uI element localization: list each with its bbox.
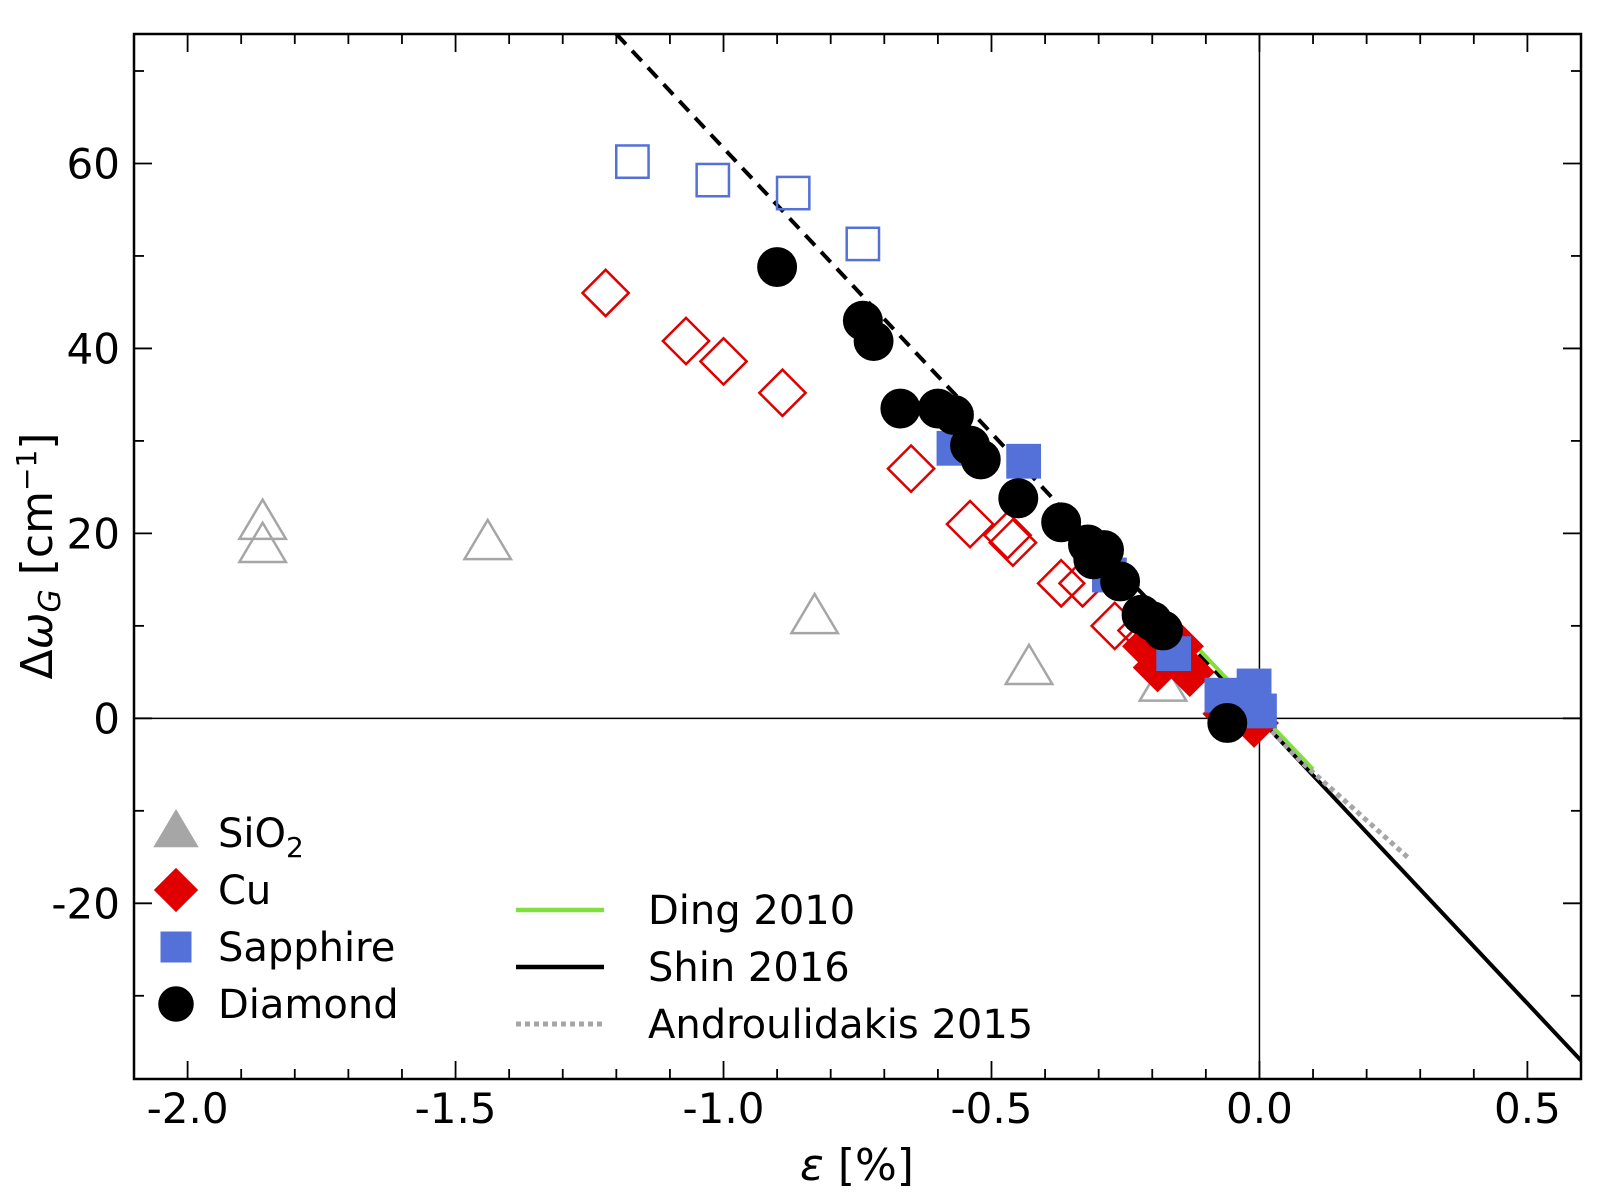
cu-point xyxy=(661,316,711,366)
sio2-point xyxy=(789,591,841,635)
y-tick-label: 60 xyxy=(67,139,120,188)
sapphire-point xyxy=(695,162,731,198)
sapphire-point xyxy=(1006,443,1042,479)
y-tick-label: 0 xyxy=(93,694,120,743)
legend-marker-cu xyxy=(153,867,199,913)
x-tick-label: -1.5 xyxy=(415,1084,497,1133)
sio2-point xyxy=(237,520,289,564)
y-tick-label: -20 xyxy=(51,879,120,928)
y-tick-label: 40 xyxy=(67,324,120,373)
x-tick-label: 0.5 xyxy=(1494,1084,1561,1133)
x-axis-title: ε [%] xyxy=(800,1140,914,1191)
diamond-point xyxy=(1100,561,1141,602)
plot-points xyxy=(237,144,1279,748)
legend-label: Sapphire xyxy=(218,925,395,971)
cu-point xyxy=(945,499,995,550)
cu-point xyxy=(580,268,631,318)
cu-point xyxy=(1036,558,1087,609)
diamond-point xyxy=(960,439,1001,480)
cu-point xyxy=(698,336,749,387)
x-tick-label: -0.5 xyxy=(951,1084,1033,1133)
legend-marker-sapphire xyxy=(160,931,192,963)
x-tick-label: -2.0 xyxy=(147,1084,229,1133)
cu-point xyxy=(886,443,936,494)
tick-labels: -2.0 -1.5 -1.0 -0.5 0.0 0.5 -20 0 20 40 60 xyxy=(51,139,1560,1133)
sio2-point xyxy=(1003,642,1055,686)
diamond-point xyxy=(1143,610,1183,651)
diamond-point xyxy=(880,388,921,429)
x-tick-label: 0.0 xyxy=(1226,1084,1293,1133)
axis-ticks xyxy=(133,34,1582,1079)
reference-lines xyxy=(134,34,1581,1079)
diamond-point xyxy=(757,247,798,287)
y-tick-label: 20 xyxy=(67,509,120,558)
diamond-point xyxy=(853,321,894,361)
sapphire-point xyxy=(615,144,650,180)
legend-marker-diamond xyxy=(158,986,194,1022)
legend-label: Androulidakis 2015 xyxy=(648,1002,1033,1048)
cu-point xyxy=(982,510,1033,561)
sapphire-point xyxy=(845,226,881,262)
sapphire-point xyxy=(775,175,811,211)
diamond-point xyxy=(934,395,974,435)
legend-label: Ding 2010 xyxy=(648,888,855,934)
plot-frame xyxy=(132,32,1583,1081)
diamond-point xyxy=(1207,703,1248,743)
legend-label: Diamond xyxy=(218,982,399,1028)
legend-marker-sio xyxy=(153,808,199,848)
x-tick-label: -1.0 xyxy=(683,1084,765,1133)
series-line xyxy=(1257,716,1581,1062)
legend-lines: Ding 2010 Shin 2016 Androulidakis 2015 xyxy=(516,888,1033,1048)
legend-label: SiO2 xyxy=(218,811,304,864)
sio2-point xyxy=(237,497,289,541)
legend-label: Shin 2016 xyxy=(648,945,850,991)
legend-label: Cu xyxy=(218,868,271,914)
diamond-point xyxy=(1041,502,1082,543)
y-axis-title: ΔωG [cm−1] xyxy=(10,433,68,680)
cu-point xyxy=(757,367,808,418)
diamond-point xyxy=(998,478,1039,519)
sio2-point xyxy=(462,517,514,561)
series-line xyxy=(1257,716,1412,861)
sapphire-point xyxy=(1242,693,1277,729)
cu-point xyxy=(988,517,1038,568)
diamond-point xyxy=(1084,530,1124,570)
